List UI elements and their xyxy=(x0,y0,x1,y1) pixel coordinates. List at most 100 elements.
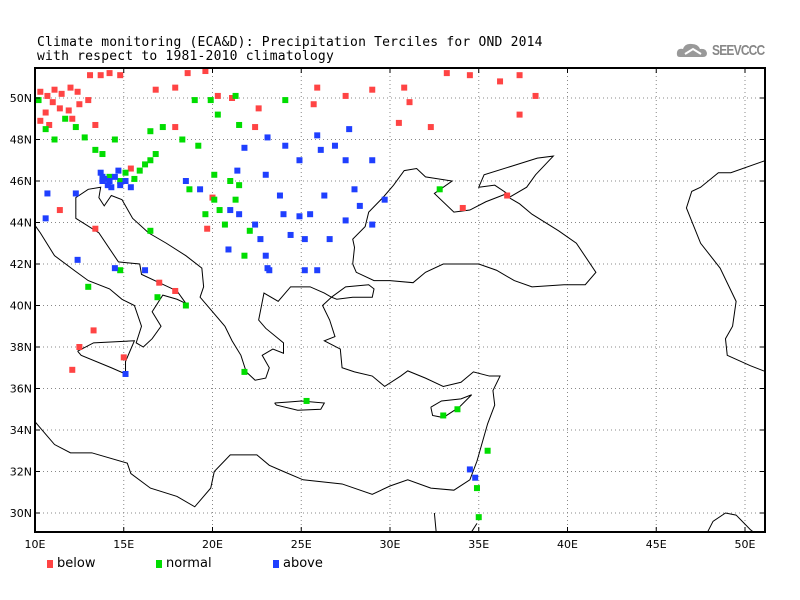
lon-tick-label: 50E xyxy=(735,538,756,551)
legend-label: below xyxy=(57,556,96,571)
station-marker-below xyxy=(51,86,58,93)
station-marker-normal xyxy=(241,368,248,375)
station-marker-above xyxy=(296,213,303,220)
coastline-mainland xyxy=(35,186,501,508)
station-marker-above xyxy=(236,211,243,218)
station-marker-normal xyxy=(142,161,149,168)
station-marker-below xyxy=(106,70,113,77)
station-marker-normal xyxy=(85,283,92,290)
station-marker-below xyxy=(255,105,262,112)
station-marker-above xyxy=(472,474,479,481)
lon-tick-label: 30E xyxy=(380,538,401,551)
station-marker-above xyxy=(117,182,124,189)
lon-tick-label: 10E xyxy=(25,538,46,551)
station-marker-below xyxy=(74,88,81,95)
coastline-aqaba xyxy=(471,523,478,532)
lat-tick-label: 34N xyxy=(10,424,32,437)
station-marker-normal xyxy=(241,252,248,259)
station-marker-normal xyxy=(147,227,154,234)
station-marker-below xyxy=(117,72,124,79)
station-marker-above xyxy=(301,267,308,274)
station-marker-below xyxy=(532,92,539,99)
station-marker-below xyxy=(172,287,179,294)
station-marker-normal xyxy=(42,126,49,133)
station-marker-below xyxy=(516,111,523,118)
station-marker-normal xyxy=(216,207,223,214)
coastline-caspian xyxy=(685,160,765,372)
station-marker-above xyxy=(307,211,314,218)
station-marker-below xyxy=(42,109,49,116)
station-marker-below xyxy=(214,92,221,99)
legend-normal: normal xyxy=(156,556,212,571)
lon-tick-label: 20E xyxy=(202,538,223,551)
station-marker-above xyxy=(280,211,287,218)
station-marker-above xyxy=(241,144,248,151)
station-marker-below xyxy=(90,327,97,334)
station-marker-below xyxy=(395,119,402,126)
station-marker-above xyxy=(317,146,324,153)
station-marker-above xyxy=(197,186,204,193)
station-marker-normal xyxy=(282,97,289,104)
station-marker-normal xyxy=(111,136,118,143)
station-marker-normal xyxy=(303,397,310,404)
station-marker-above xyxy=(351,186,358,193)
station-marker-below xyxy=(56,207,63,214)
station-marker-normal xyxy=(211,171,218,178)
station-marker-below xyxy=(401,84,408,91)
station-marker-normal xyxy=(179,136,186,143)
station-marker-above xyxy=(301,236,308,243)
station-marker-above xyxy=(257,236,264,243)
lat-tick-label: 40N xyxy=(10,300,32,313)
station-marker-normal xyxy=(122,169,129,176)
lon-tick-label: 35E xyxy=(468,538,489,551)
station-marker-below xyxy=(37,88,44,95)
station-marker-above xyxy=(111,265,118,272)
station-marker-above xyxy=(182,178,189,184)
station-marker-below xyxy=(49,99,56,106)
station-marker-below xyxy=(310,101,317,108)
map-frame xyxy=(34,67,766,533)
station-marker-normal xyxy=(99,151,106,158)
station-marker-normal xyxy=(236,121,243,128)
station-marker-above xyxy=(142,267,149,274)
station-marker-normal xyxy=(214,111,221,118)
station-marker-above xyxy=(287,231,294,238)
station-marker-below xyxy=(204,225,211,232)
lat-tick-label: 30N xyxy=(10,507,32,520)
station-marker-above xyxy=(115,167,122,174)
legend-below: below xyxy=(47,556,95,571)
station-marker-above xyxy=(44,190,51,197)
station-marker-normal xyxy=(81,134,88,141)
legend-swatch-above xyxy=(273,559,279,568)
station-marker-above xyxy=(346,126,353,133)
station-marker-above xyxy=(72,190,79,197)
station-marker-above xyxy=(104,182,111,189)
station-marker-above xyxy=(99,178,106,184)
station-marker-normal xyxy=(473,485,480,492)
lat-tick-label: 38N xyxy=(10,341,32,354)
lat-tick-label: 32N xyxy=(10,466,32,479)
station-marker-below xyxy=(427,124,434,131)
coastline-black-sea xyxy=(352,155,597,288)
coastline-red-sea xyxy=(433,512,437,532)
station-marker-above xyxy=(369,157,376,164)
station-marker-below xyxy=(466,72,473,79)
station-marker-below xyxy=(120,354,127,361)
station-marker-above xyxy=(74,256,81,263)
station-marker-normal xyxy=(62,115,69,122)
station-marker-normal xyxy=(35,97,42,104)
coastline-cyprus xyxy=(430,394,473,419)
station-marker-normal xyxy=(454,406,461,413)
lat-tick-label: 50N xyxy=(10,92,32,105)
station-marker-below xyxy=(56,105,63,112)
station-marker-normal xyxy=(147,128,154,135)
coastline-crete xyxy=(274,400,326,411)
legend-above: above xyxy=(273,556,323,571)
station-marker-above xyxy=(106,178,113,184)
station-marker-above xyxy=(262,252,269,259)
lon-tick-label: 40E xyxy=(557,538,578,551)
legend-label: normal xyxy=(166,556,212,571)
station-marker-above xyxy=(42,215,49,222)
station-marker-normal xyxy=(232,92,239,99)
